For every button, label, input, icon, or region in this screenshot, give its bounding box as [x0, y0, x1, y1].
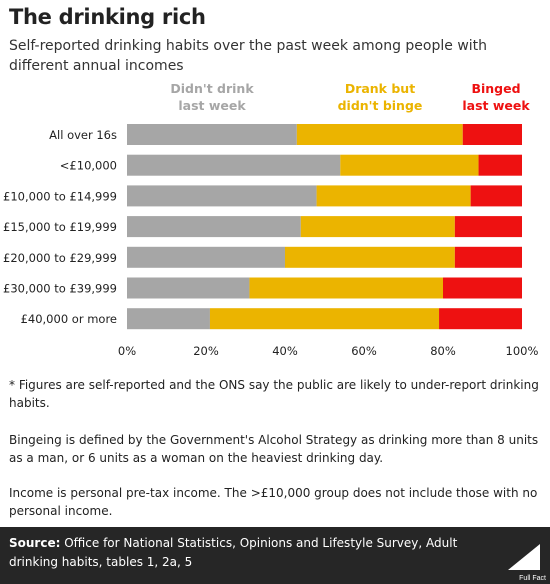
source-line: Source: Office for National Statistics, …	[9, 534, 479, 572]
category-label: £15,000 to £19,999	[3, 220, 117, 234]
category-label: £30,000 to £39,999	[3, 282, 117, 296]
x-tick-label: 100%	[506, 344, 539, 358]
bar-segment-3	[454, 216, 522, 238]
logo-text: Full Fact	[519, 575, 546, 582]
bar-segment-1	[127, 246, 285, 268]
bar-segment-2	[209, 308, 440, 330]
bar-segment-3	[462, 124, 522, 145]
footnote-binge-definition: Bingeing is defined by the Government's …	[9, 433, 539, 465]
category-label: £20,000 to £29,999	[3, 251, 117, 265]
legend-label-1: Didn't drink last week	[170, 81, 254, 113]
bar-segment-2	[296, 124, 463, 145]
bar-segment-1	[127, 308, 210, 330]
bar-segment-3	[470, 185, 522, 207]
x-tick-label: 0%	[118, 344, 136, 358]
bar-segment-2	[249, 277, 443, 299]
chart-title: The drinking rich	[9, 5, 206, 29]
bar-segment-2	[340, 154, 479, 176]
footer-bar: Source: Office for National Statistics, …	[0, 527, 550, 584]
legend-label-3: Binged last week	[462, 81, 530, 113]
category-label: £40,000 or more	[21, 312, 117, 326]
x-tick-label: 40%	[272, 344, 298, 358]
chart-subtitle: Self-reported drinking habits over the p…	[9, 38, 488, 74]
legend-label-2: Drank but didn't binge	[338, 81, 423, 113]
source-label: Source:	[9, 536, 61, 550]
bar-segment-1	[127, 277, 250, 299]
bar-segment-3	[454, 246, 522, 268]
x-tick-label: 80%	[430, 344, 456, 358]
bar-segment-1	[127, 124, 297, 145]
bar-segment-1	[127, 154, 341, 176]
category-label: <£10,000	[60, 159, 117, 173]
x-tick-label: 60%	[351, 344, 377, 358]
bar-segment-2	[300, 216, 455, 238]
bar-segment-3	[443, 277, 522, 299]
footnote-self-reported: * Figures are self-reported and the ONS …	[9, 378, 539, 410]
bar-segment-3	[439, 308, 522, 330]
bar-segment-1	[127, 216, 301, 238]
source-text: Office for National Statistics, Opinions…	[9, 536, 458, 569]
x-tick-label: 20%	[193, 344, 219, 358]
bar-segment-3	[478, 154, 522, 176]
footnote-income-definition: Income is personal pre-tax income. The >…	[9, 486, 538, 518]
category-label: All over 16s	[49, 128, 117, 142]
category-label: £10,000 to £14,999	[3, 189, 117, 203]
bar-segment-2	[285, 246, 455, 268]
full-fact-logo-icon	[508, 544, 540, 570]
bar-segment-1	[127, 185, 317, 207]
bar-segment-2	[316, 185, 471, 207]
stacked-bar-chart: Didn't drink last week Drank but didn't bin…	[3, 81, 539, 358]
